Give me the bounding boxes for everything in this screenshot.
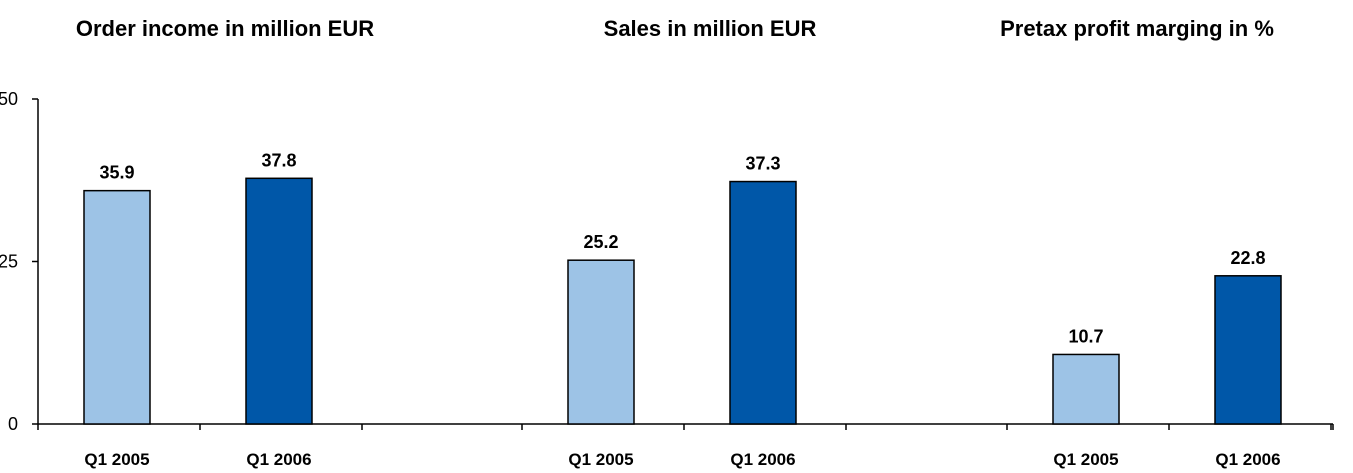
chart-title-3: Pretax profit marging in % [1000, 16, 1274, 41]
y-tick-label-50: 50 [0, 89, 18, 109]
data-label-3-q1-2006: 22.8 [1230, 248, 1265, 268]
category-label-1-q1-2005: Q1 2005 [84, 450, 149, 469]
bar-3-q1-2006 [1214, 275, 1282, 425]
category-label-1-q1-2006: Q1 2006 [246, 450, 311, 469]
category-label-3-q1-2005: Q1 2005 [1053, 450, 1118, 469]
data-label-1-q1-2006: 37.8 [261, 150, 296, 170]
bar-1-q1-2005 [83, 189, 151, 425]
data-label-1-q1-2005: 35.9 [99, 163, 134, 183]
category-label-2-q1-2005: Q1 2005 [568, 450, 633, 469]
bar-2-q1-2006 [729, 180, 797, 425]
bar-1-q1-2006 [245, 177, 313, 425]
category-label-3-q1-2006: Q1 2006 [1215, 450, 1280, 469]
category-label-2-q1-2006: Q1 2006 [730, 450, 795, 469]
chart-title-2: Sales in million EUR [604, 16, 817, 41]
bar-2-q1-2005 [567, 259, 635, 425]
data-label-2-q1-2006: 37.3 [745, 154, 780, 174]
bar-3-q1-2005 [1052, 353, 1120, 425]
data-label-3-q1-2005: 10.7 [1068, 326, 1103, 346]
chart-title-1: Order income in million EUR [76, 16, 374, 41]
y-tick-label-0: 0 [8, 414, 18, 434]
y-tick-label-25: 25 [0, 252, 18, 272]
data-label-2-q1-2005: 25.2 [583, 232, 618, 252]
